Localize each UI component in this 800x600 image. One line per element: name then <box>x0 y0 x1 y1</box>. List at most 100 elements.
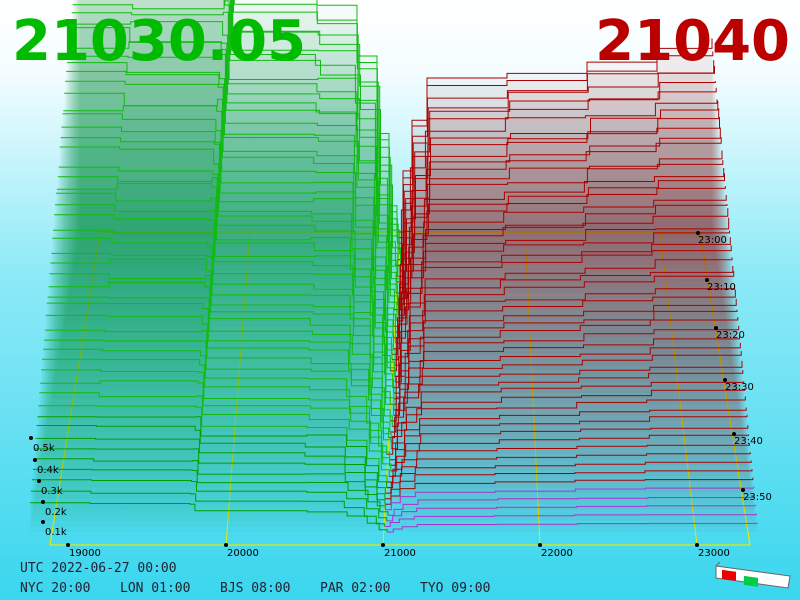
ask-line <box>399 127 721 289</box>
ask-line <box>390 342 741 422</box>
ask-line <box>393 334 740 416</box>
ask-line <box>396 186 726 322</box>
time-tick <box>696 231 700 235</box>
price-tick-label: 21000 <box>384 548 416 559</box>
ask-line <box>393 230 730 350</box>
city-time: TYO 09:00 <box>420 581 490 596</box>
price-tick <box>538 543 542 547</box>
depth-lines <box>30 0 758 533</box>
ask-line <box>390 317 739 405</box>
bid-line <box>69 27 397 294</box>
price-tick <box>695 543 699 547</box>
ask-line <box>387 522 758 533</box>
ask-line <box>384 469 753 500</box>
ask-line <box>393 208 729 339</box>
ask-line <box>391 381 745 444</box>
volume-tick <box>33 458 37 462</box>
ask-line <box>389 360 743 433</box>
bid-line <box>47 296 393 427</box>
time-tick-label: 23:00 <box>698 235 727 246</box>
time-tick-label: 23:50 <box>743 492 772 503</box>
time-tick-label: 23:10 <box>707 282 736 293</box>
bid-line <box>230 0 399 260</box>
time-tick-label: 23:20 <box>716 330 745 341</box>
volume-tick-label: 0.4k <box>37 465 59 476</box>
bid-line <box>68 41 400 299</box>
volume-tick-label: 0.1k <box>45 527 67 538</box>
time-tick <box>714 326 718 330</box>
ask-line <box>390 266 734 372</box>
bid-line <box>38 405 388 482</box>
ask-line <box>385 460 752 494</box>
bid-line <box>34 448 386 505</box>
bid-line <box>54 214 394 388</box>
bid-line <box>49 273 394 416</box>
ask-line <box>398 173 725 316</box>
bid-line <box>37 416 388 488</box>
volume-tick <box>41 500 45 504</box>
bid-line <box>30 490 385 527</box>
ask-line <box>396 117 720 283</box>
utc-time: UTC 2022-06-27 00:00 <box>20 561 177 576</box>
ask-line <box>397 51 714 239</box>
ask-line <box>385 477 754 505</box>
bid-line <box>67 62 395 310</box>
ask-line <box>395 217 730 344</box>
time-tick-label: 23:30 <box>725 382 754 393</box>
ask-line <box>398 66 715 250</box>
volume-tick <box>41 520 45 524</box>
bid-line <box>33 458 386 510</box>
city-time: LON 01:00 <box>120 581 190 596</box>
time-tick <box>741 488 745 492</box>
bid-line <box>62 113 394 338</box>
ask-line <box>397 160 724 305</box>
ask-line <box>395 284 735 383</box>
ask-line <box>386 396 746 455</box>
bid-line <box>48 281 391 421</box>
bid-line <box>57 176 396 366</box>
bid-line <box>71 11 398 282</box>
ask-line <box>399 81 716 255</box>
city-time: NYC 20:00 <box>20 581 90 596</box>
ask-line <box>394 168 725 311</box>
bid-line <box>65 80 398 321</box>
bid-line <box>45 314 390 438</box>
ask-line <box>388 370 744 439</box>
3d-glasses-icon[interactable] <box>715 561 791 589</box>
bid-line <box>68 53 398 305</box>
ask-price: 21040 <box>595 9 790 74</box>
bid-line <box>230 0 396 266</box>
ask-line <box>397 108 720 277</box>
volume-tick <box>29 436 33 440</box>
price-tick <box>381 543 385 547</box>
ask-line <box>393 309 738 400</box>
bid-line <box>51 252 391 405</box>
bid-line <box>55 192 395 377</box>
ask-line <box>390 425 749 472</box>
price-tick-label: 19000 <box>69 548 101 559</box>
price-tick-label: 20000 <box>227 548 259 559</box>
bid-line <box>43 339 392 449</box>
ask-line <box>386 504 756 522</box>
ask-line <box>395 257 733 366</box>
volume-tick-label: 0.5k <box>33 443 55 454</box>
ask-line <box>385 486 755 511</box>
bid-price: 21030.05 <box>12 9 306 74</box>
bid-line <box>60 137 395 349</box>
bid-line <box>46 302 391 432</box>
bid-line <box>66 70 399 316</box>
bid-line <box>39 392 390 477</box>
bid-line <box>36 425 386 494</box>
bid-line <box>58 166 393 360</box>
ask-line <box>397 38 713 233</box>
volume-tick-label: 0.2k <box>45 507 67 518</box>
bid-line <box>52 237 395 399</box>
price-tick <box>66 543 70 547</box>
bid-line <box>30 502 388 532</box>
ask-line <box>389 414 748 466</box>
ask-line <box>384 513 757 527</box>
ask-line <box>392 289 736 389</box>
bid-line <box>31 479 388 521</box>
price-tick <box>224 543 228 547</box>
